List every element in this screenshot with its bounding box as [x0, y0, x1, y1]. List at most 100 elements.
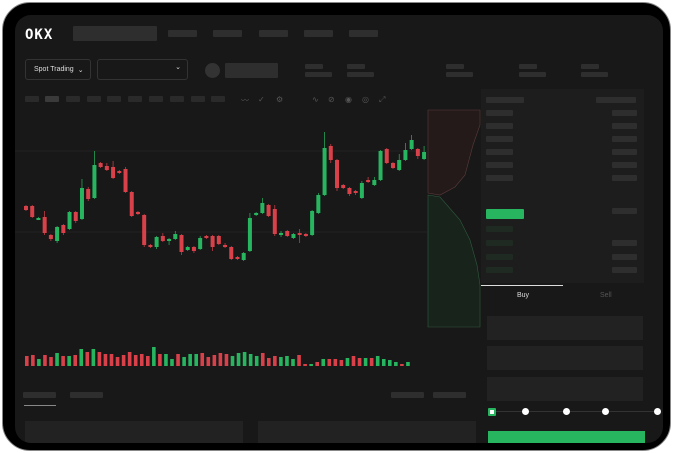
tab-sell[interactable]: Sell	[600, 292, 612, 299]
volume-bar	[206, 357, 211, 366]
ask-size	[612, 149, 637, 155]
candle	[135, 212, 140, 214]
settings-icon[interactable]: ⚙	[276, 95, 284, 104]
timeframe-button[interactable]	[66, 96, 80, 102]
slider-stop[interactable]	[563, 408, 570, 415]
nav-item[interactable]	[213, 30, 242, 37]
timeframe-button[interactable]	[107, 96, 121, 102]
target-icon[interactable]: ◎	[362, 95, 369, 104]
timeframe-button[interactable]	[25, 96, 39, 102]
candle	[210, 236, 215, 247]
candle	[185, 247, 190, 250]
candle	[266, 205, 271, 216]
market-type-label: Spot Trading	[34, 66, 74, 73]
stat-value	[519, 72, 546, 77]
order-book	[481, 89, 644, 283]
candle	[260, 203, 265, 213]
volume-bar	[73, 355, 77, 366]
ask-price	[486, 123, 513, 129]
timeframe-button[interactable]	[149, 96, 163, 102]
volume-bar	[200, 353, 205, 366]
volume-bar	[273, 356, 277, 366]
filter-button[interactable]	[391, 392, 424, 398]
volume-bar	[327, 359, 332, 366]
ask-size	[612, 123, 637, 129]
volume-bar	[388, 360, 392, 366]
candle	[129, 192, 134, 216]
volume-bar	[188, 354, 192, 366]
volume-bar	[152, 347, 156, 366]
search-bar[interactable]	[73, 26, 157, 41]
active-tab-indicator	[481, 285, 563, 286]
timeframe-button[interactable]	[45, 96, 59, 102]
camera-icon[interactable]: ◉	[345, 95, 352, 104]
total-input[interactable]	[487, 377, 643, 401]
candle	[285, 231, 290, 236]
candle	[30, 206, 35, 217]
indicator-icon[interactable]: 〰	[241, 96, 249, 105]
volume-bar	[285, 356, 289, 366]
orderbook-header	[486, 97, 524, 103]
candle	[409, 140, 414, 149]
candle	[142, 215, 147, 245]
stat-label	[581, 64, 599, 69]
candle	[123, 169, 128, 192]
slider-handle[interactable]	[488, 408, 496, 416]
screen: OKX Spot Trading ⌄ ⌄ 〰 ✓ ⚙ ∿ ⊘ ◉ ◎ ⤢	[15, 15, 663, 443]
timeframe-button[interactable]	[87, 96, 101, 102]
filter-button[interactable]	[433, 392, 466, 398]
orders-panel	[25, 421, 243, 443]
amount-slider-track[interactable]	[491, 411, 657, 412]
timeframe-button[interactable]	[211, 96, 225, 102]
volume-bar	[224, 354, 229, 366]
timeframe-button[interactable]	[170, 96, 184, 102]
candle	[104, 166, 109, 170]
slider-stop[interactable]	[602, 408, 609, 415]
volume-bar	[182, 357, 186, 366]
bid-price	[486, 267, 513, 273]
candle	[79, 188, 84, 219]
volume-bar	[37, 359, 41, 366]
chevron-down-icon: ⌄	[77, 66, 84, 74]
volume-bar	[103, 354, 108, 366]
volume-bar	[291, 359, 295, 366]
volume-bar	[55, 353, 59, 366]
candle	[55, 227, 60, 241]
candle	[73, 212, 78, 221]
nav-item[interactable]	[349, 30, 378, 37]
chart-type-icon[interactable]: ✓	[258, 95, 265, 104]
candle	[390, 163, 395, 168]
slider-stop[interactable]	[522, 408, 529, 415]
amount-input[interactable]	[487, 346, 643, 370]
candle	[341, 185, 346, 188]
candle	[235, 257, 240, 259]
volume-bar	[97, 352, 102, 366]
candle	[241, 253, 246, 260]
nav-item[interactable]	[304, 30, 333, 37]
price-input[interactable]	[487, 316, 643, 340]
volume-bar	[297, 355, 301, 366]
tab-buy[interactable]: Buy	[517, 292, 530, 299]
tab-open-orders[interactable]	[23, 392, 56, 398]
ruler-icon[interactable]: ⊘	[328, 95, 335, 104]
timeframe-button[interactable]	[128, 96, 142, 102]
buy-button[interactable]	[488, 431, 645, 443]
candle	[173, 234, 178, 239]
nav-item[interactable]	[259, 30, 288, 37]
fullscreen-icon[interactable]: ⤢	[379, 95, 386, 104]
candle	[353, 191, 358, 193]
trading-pair-select[interactable]: ⌄	[97, 59, 188, 80]
pair-price	[225, 63, 278, 78]
slider-stop[interactable]	[654, 408, 661, 415]
candlestick-chart[interactable]	[15, 15, 663, 443]
volume-bar	[218, 353, 223, 366]
candle	[111, 167, 116, 178]
market-type-select[interactable]: Spot Trading ⌄	[25, 59, 91, 80]
candle	[272, 209, 277, 234]
candle	[48, 235, 53, 239]
nav-item[interactable]	[168, 30, 197, 37]
stat-value	[446, 72, 473, 77]
timeframe-button[interactable]	[191, 96, 205, 102]
line-tool-icon[interactable]: ∿	[312, 95, 319, 104]
tab-history[interactable]	[70, 392, 103, 398]
